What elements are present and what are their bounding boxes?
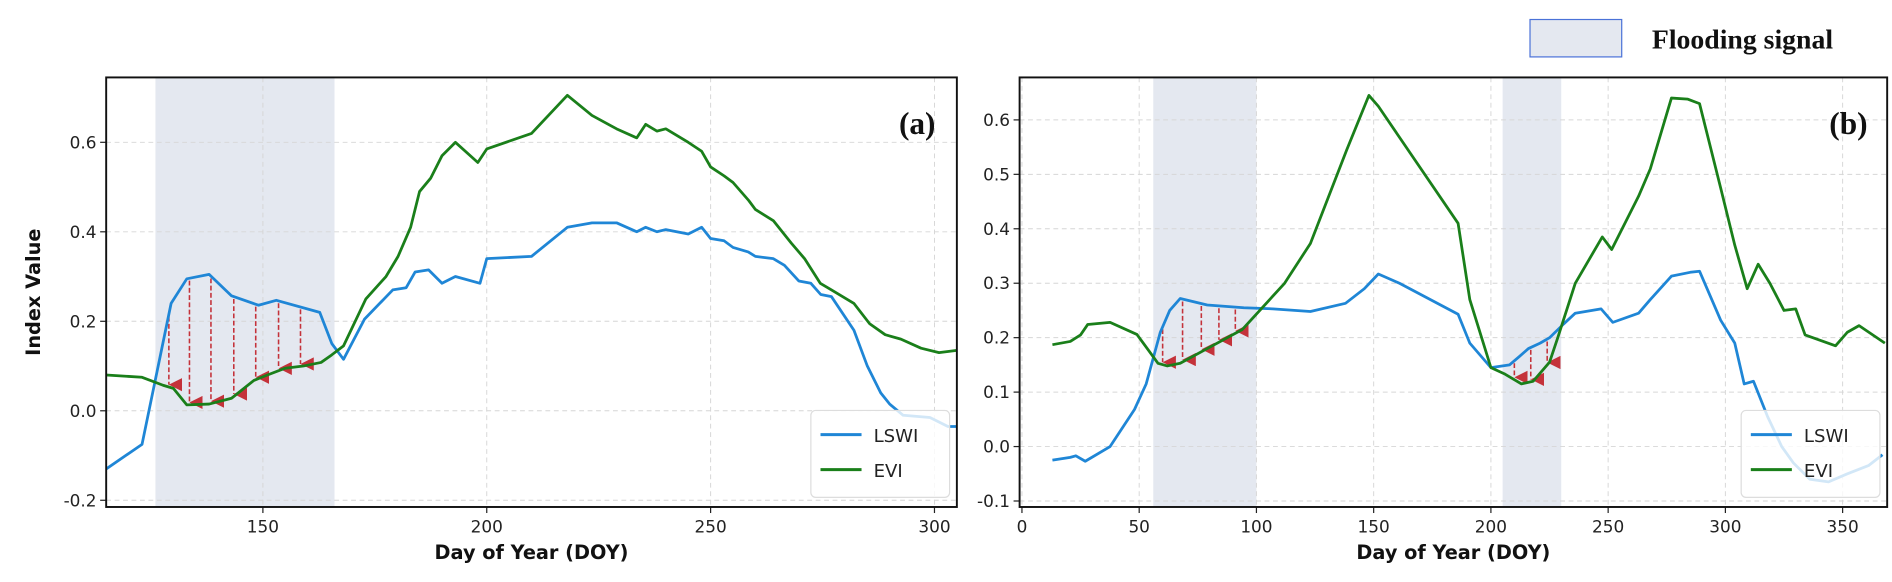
series-legend: LSWI EVI (1740, 409, 1881, 498)
flood-period-shade (155, 77, 335, 507)
legend-label-evi: EVI (1804, 461, 1833, 482)
panel-a: 150 200 250 300 -0.2 0.0 0.2 0.4 0.6 (a) LSWI EVI Da… (22, 76, 958, 564)
y-tick-label: 0.0 (70, 401, 97, 421)
x-tick-label: 0 (1017, 516, 1028, 536)
legend-box (810, 409, 951, 498)
flooding-signal-swatch (1529, 18, 1623, 58)
panel-label: (b) (1829, 106, 1867, 141)
plot-area (106, 93, 957, 471)
lswi-series-line (106, 221, 957, 471)
y-tick-label: 0.4 (70, 222, 97, 242)
flood-period-shade (1502, 77, 1562, 507)
y-tick-label: -0.2 (64, 490, 97, 510)
x-axis-label: Day of Year (DOY) (435, 541, 629, 564)
y-tick-label: 0.2 (70, 311, 97, 331)
legend-label-lswi: LSWI (874, 426, 919, 447)
evi-series-line (1052, 94, 1886, 386)
legend-label-lswi: LSWI (1804, 426, 1849, 447)
plot-area (1052, 94, 1886, 484)
flood-period-shade (1153, 77, 1257, 507)
lswi-series-line (1052, 269, 1884, 484)
y-axis-label: Index Value (22, 229, 45, 356)
y-tick-label: 0.3 (983, 273, 1010, 293)
x-tick-label: 50 (1128, 516, 1149, 536)
panel-b: 0 50 100 150 200 250 300 350 -0.1 0.0 0.1 0.2 0.3 0.4… (977, 76, 1889, 564)
x-tick-label: 300 (918, 516, 950, 536)
plot-frame (1018, 76, 1889, 508)
x-tick-label: 150 (1358, 516, 1390, 536)
y-tick-label: 0.6 (983, 110, 1010, 130)
y-tick-label: 0.4 (983, 219, 1010, 239)
x-tick-label: 250 (1592, 516, 1624, 536)
flooding-signal-label: Flooding signal (1652, 24, 1833, 55)
x-tick-label: 150 (247, 516, 279, 536)
plot-frame (105, 76, 958, 508)
x-tick-label: 300 (1709, 516, 1741, 536)
x-axis-label: Day of Year (DOY) (1356, 541, 1550, 564)
evi-series-line (106, 93, 957, 407)
y-tick-label: -0.1 (977, 491, 1010, 511)
x-tick-label: 200 (1475, 516, 1507, 536)
x-tick-label: 350 (1827, 516, 1859, 536)
x-tick-label: 100 (1240, 516, 1272, 536)
x-tick-label: 200 (471, 516, 503, 536)
x-tick-label: 250 (695, 516, 727, 536)
legend-box (1740, 409, 1881, 498)
flooding-signal-legend: Flooding signal (1529, 18, 1833, 58)
panel-label: (a) (899, 106, 936, 141)
y-tick-label: 0.1 (983, 382, 1010, 402)
y-tick-label: 0.5 (983, 164, 1010, 184)
series-legend: LSWI EVI (810, 409, 951, 498)
y-tick-label: 0.2 (983, 328, 1010, 348)
legend-label-evi: EVI (874, 461, 903, 482)
y-tick-label: 0.0 (983, 437, 1010, 457)
y-tick-label: 0.6 (70, 132, 97, 152)
